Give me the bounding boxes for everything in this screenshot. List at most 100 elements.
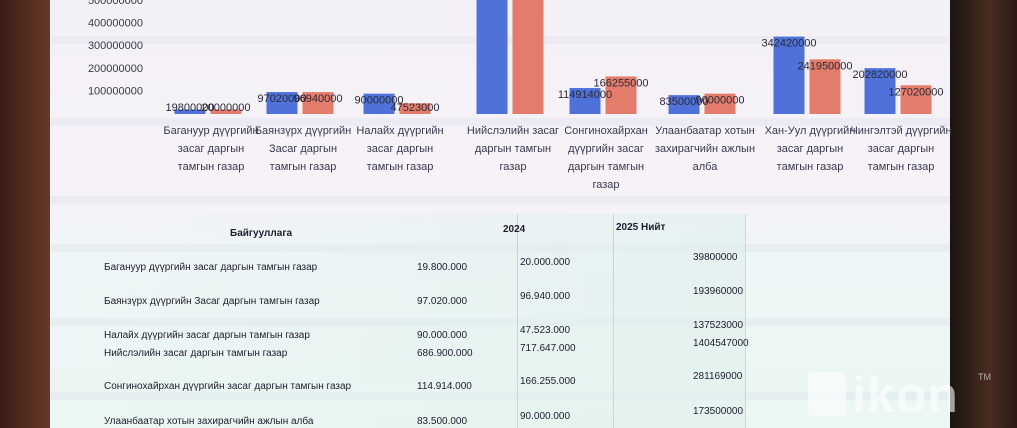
y-tick-label: 500000000 [88, 0, 143, 7]
bar-2025 [302, 92, 334, 114]
category-label: тамгын газар [270, 161, 337, 173]
category-label: дүүргийн засаг [568, 143, 644, 155]
table-cell-value: 90.000.000 [417, 330, 468, 341]
bar-2025 [210, 109, 242, 114]
y-tick-label: 200000000 [88, 63, 143, 75]
table-divider [745, 214, 746, 428]
table-cell-value: 114.914.000 [417, 381, 472, 392]
category-label: засаг даргын [868, 143, 935, 155]
category-label: Хан-Уул дүүргийн [765, 125, 856, 137]
data-label: 83500000 [660, 96, 709, 108]
watermark-tm: TM [978, 372, 991, 382]
bar-2024 [476, 0, 508, 114]
scanline [50, 196, 952, 204]
table-divider [613, 214, 614, 428]
category-label: газар [592, 179, 619, 191]
category-label: алба [693, 161, 719, 173]
table-cell-value: 97.020.000 [417, 296, 468, 307]
table-cell-value: 281169000 [693, 371, 743, 382]
bar-2024 [363, 93, 395, 114]
category-label: Налайх дүүргийн [356, 125, 443, 137]
table-cell-org: Улаанбаатар хотын захирагчийн ажлын алба [104, 416, 314, 427]
category-label: тамгын газар [868, 161, 935, 173]
table-cell-value: 20.000.000 [520, 257, 571, 268]
table-cell-value: 39800000 [693, 252, 738, 263]
data-label: 96940000 [294, 93, 343, 105]
ikon-watermark: ikon TM [808, 366, 991, 423]
data-label: 20000000 [202, 102, 251, 114]
room-wall-right [950, 0, 1017, 428]
table-header-2024: 2024 [503, 224, 526, 235]
category-label: Засаг даргын [269, 143, 337, 155]
bar-2025 [900, 85, 932, 114]
category-label: Баянзүрх дүүргийн [255, 125, 351, 137]
data-label: 47523000 [391, 102, 440, 114]
room-wall-left [0, 0, 52, 428]
bar-2025 [399, 103, 431, 114]
bar-2024 [864, 68, 896, 114]
bar-2024 [569, 88, 601, 114]
data-label: 342420000 [761, 38, 816, 50]
table-divider [517, 214, 518, 428]
category-label: засаг даргын [178, 143, 245, 155]
category-label: засаг даргын [777, 143, 844, 155]
table-cell-org: Сонгинохайрхан дүүргийн засаг даргын там… [104, 381, 352, 392]
y-tick-label: 100000000 [88, 85, 143, 97]
table-cell-value: 166.255.000 [520, 376, 576, 387]
table-cell-value: 717.647.000 [520, 343, 576, 354]
scanline [50, 118, 952, 126]
category-label: тамгын газар [777, 161, 844, 173]
bar-2025 [512, 0, 544, 114]
category-label: Багануур дүүргийн [163, 125, 258, 137]
table-cell-value: 137523000 [693, 320, 744, 331]
category-label: Чингэлтэй дүүргийн [850, 125, 951, 137]
category-label: даргын тамгын [568, 161, 644, 173]
table-header-org: Байгууллага [230, 228, 293, 239]
table-cell-value: 83.500.000 [417, 416, 468, 427]
data-label: 241950000 [797, 60, 852, 72]
category-label: засаг даргын [367, 143, 434, 155]
category-label: тамгын газар [178, 161, 245, 173]
bar-2025 [605, 76, 637, 114]
table-cell-org: Налайх дүүргийн засаг даргын тамгын газа… [104, 330, 310, 341]
table-cell-value: 47.523.000 [520, 325, 571, 336]
budget-table [100, 214, 745, 428]
bar-2024 [174, 109, 206, 114]
bar-2024 [773, 36, 805, 114]
table-cell-value: 19.800.000 [417, 262, 468, 273]
bar-chart: 500000000 400000000 300000000 200000000 1000… [88, 0, 952, 191]
category-label: Улаанбаатар хотын [655, 125, 755, 137]
category-label: даргын тамгын [475, 143, 551, 155]
table-cell-value: 173500000 [693, 406, 744, 417]
table-cell-value: 1404547000 [693, 338, 749, 349]
ikon-logo-icon [808, 372, 846, 416]
data-label: 97020000 [258, 93, 307, 105]
table-cell-org: Нийслэлийн засаг даргын тамгын газар [104, 348, 288, 359]
bar-2025 [809, 59, 841, 114]
watermark-text: ikon [852, 367, 959, 423]
bar-2024 [668, 95, 700, 114]
data-label: 166255000 [593, 77, 648, 89]
data-label: 202820000 [852, 69, 907, 81]
data-label: 127020000 [888, 86, 943, 98]
table-cell-value: 686.900.000 [417, 348, 473, 359]
bar-2025 [704, 93, 736, 114]
category-label: газар [499, 161, 526, 173]
table-cell-value: 193960000 [693, 286, 744, 297]
data-label: 90000000 [696, 95, 745, 107]
category-label: захирагчийн ажлын [655, 143, 755, 155]
table-cell-org: Баянзүрх дүүргийн Засаг даргын тамгын га… [104, 296, 320, 307]
y-tick-label: 300000000 [88, 40, 143, 52]
category-label: Нийслэлийн засаг [467, 125, 559, 137]
data-label: 114914000 [558, 89, 612, 101]
category-label: Сонгинохайрхан [564, 125, 648, 137]
table-cell-value: 96.940.000 [520, 291, 571, 302]
table-cell-value: 90.000.000 [520, 411, 571, 422]
y-tick-label: 400000000 [88, 18, 143, 30]
category-label: тамгын газар [367, 161, 434, 173]
table-header-2025-total: 2025 Нийт [616, 222, 666, 233]
data-label: 90000000 [355, 95, 404, 107]
table-cell-org: Багануур дүүргийн засаг даргын тамгын га… [104, 262, 318, 273]
bar-2024 [266, 92, 298, 114]
